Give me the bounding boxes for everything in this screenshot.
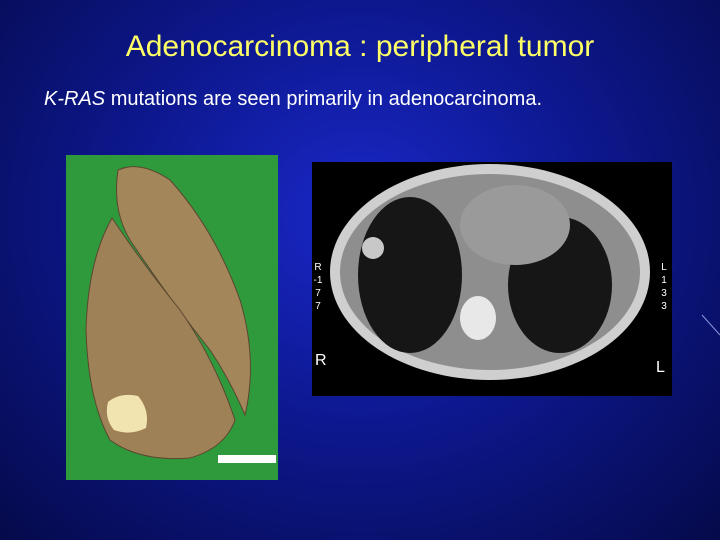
side-label-text: -1 <box>314 275 323 286</box>
side-label-text: 7 <box>315 288 321 299</box>
tumor <box>106 394 147 433</box>
side-label-text: 7 <box>315 301 321 312</box>
side-label-text: 1 <box>661 275 667 286</box>
ct-marker: L <box>656 359 665 376</box>
side-label-text: L <box>661 262 667 273</box>
side-label-text: R <box>314 262 321 273</box>
side-label: L 1 3 3 <box>661 262 667 312</box>
side-label-text: 3 <box>661 288 667 299</box>
slide-title: Adenocarcinoma : peripheral tumor <box>125 30 595 63</box>
heart <box>460 185 570 265</box>
decor-line <box>701 314 720 336</box>
scale-bar <box>218 455 276 463</box>
side-label-text: 3 <box>661 301 667 312</box>
right-lung <box>358 197 462 353</box>
nodule <box>362 237 384 259</box>
side-label: R -1 7 7 <box>314 262 323 312</box>
subtitle-text: mutations are seen primarily in adenocar… <box>110 88 543 110</box>
lung-lobe <box>116 166 251 417</box>
gene-name: K-RAS <box>44 88 106 110</box>
slide-subtitle: K-RAS mutations are seen primarily in ad… <box>44 88 542 111</box>
ct-marker: R <box>315 352 327 369</box>
vertebra <box>460 296 496 340</box>
